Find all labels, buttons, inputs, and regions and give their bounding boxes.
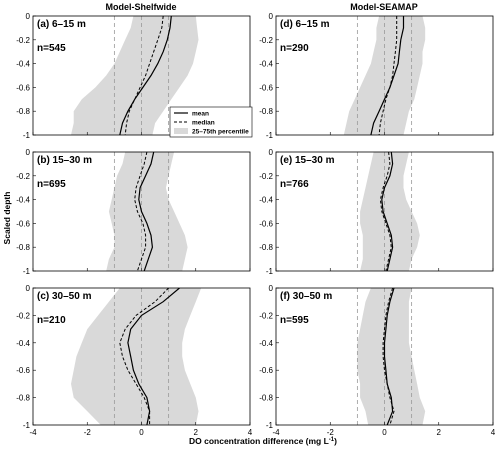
- panel-label: (e) 15–30 m: [280, 155, 335, 166]
- median-line: [378, 16, 398, 135]
- y-tick-label: -0.4: [16, 60, 30, 69]
- legend-band-label: 25–75th percentile: [192, 129, 249, 136]
- legend-mean-label: mean: [192, 111, 209, 118]
- y-tick-label: -0.4: [16, 339, 30, 348]
- sample-count: n=210: [37, 315, 66, 326]
- x-tick-label: -4: [272, 428, 280, 437]
- y-tick-label: -0.4: [16, 196, 30, 205]
- panel-5: -1 -0.8 -0.6 -0.4 -0.2 0 -4 -2 0 2 4 (f) 30–50 m n=5…: [259, 284, 496, 437]
- y-tick-label: -0.4: [259, 60, 273, 69]
- x-tick-label: -2: [84, 428, 92, 437]
- y-tick-label: -0.6: [16, 219, 30, 228]
- y-tick-label: -1: [266, 131, 274, 140]
- percentile-band: [106, 152, 188, 271]
- panel-4: -1 -0.8 -0.6 -0.4 -0.2 0 (e) 15–30 m n=766: [259, 148, 494, 276]
- panel-plot-area: [343, 16, 426, 135]
- x-tick-label: 4: [491, 428, 496, 437]
- y-tick-label: -0.8: [259, 107, 273, 116]
- panel-plot-area: [356, 152, 420, 271]
- y-tick-label: -0.2: [259, 36, 273, 45]
- y-tick-label: -0.4: [259, 196, 273, 205]
- percentile-band: [71, 16, 199, 135]
- median-line: [119, 288, 169, 425]
- y-tick-label: -0.2: [259, 311, 273, 320]
- panel-3: -1 -0.8 -0.6 -0.4 -0.2 0 (d) 6–15 m n=290: [259, 12, 494, 140]
- y-tick-label: -0.2: [16, 36, 30, 45]
- y-tick-label: 0: [26, 284, 31, 293]
- x-tick-label: 2: [437, 428, 442, 437]
- legend: mean median 25–75th percentile: [169, 106, 253, 138]
- mean-line: [381, 152, 394, 271]
- y-tick-label: -0.8: [16, 394, 30, 403]
- y-tick-label: -0.6: [16, 83, 30, 92]
- x-tick-label: 2: [194, 428, 199, 437]
- y-tick-label: -0.2: [259, 172, 273, 181]
- median-line: [379, 152, 392, 271]
- panel-label: (f) 30–50 m: [280, 291, 332, 302]
- y-tick-label: 0: [269, 148, 274, 157]
- percentile-band: [71, 288, 202, 425]
- panel-0: -1 -0.8 -0.6 -0.4 -0.2 0 (a) 6–15 m n=545: [16, 12, 251, 140]
- panel-2: -1 -0.8 -0.6 -0.4 -0.2 0 -4 -2 0 2 4 (c) 30–50 m n=2…: [16, 284, 253, 437]
- mean-line: [119, 16, 172, 135]
- column-title-shelfwide: Model-Shelfwide: [105, 2, 176, 12]
- legend-band-swatch: [174, 128, 188, 134]
- panel-label: (c) 30–50 m: [37, 291, 92, 302]
- x-tick-label: 0: [382, 428, 387, 437]
- y-tick-label: -0.2: [16, 172, 30, 181]
- panels-group: -1 -0.8 -0.6 -0.4 -0.2 0 (a) 6–15 m n=545 -1 -0.8…: [16, 12, 496, 437]
- panel-label: (b) 15–30 m: [37, 155, 92, 166]
- y-tick-label: -1: [266, 267, 274, 276]
- y-tick-label: -1: [23, 267, 31, 276]
- median-line: [124, 16, 164, 135]
- panel-plot-area: [356, 288, 426, 425]
- y-axis-title: Scaled depth: [2, 192, 12, 245]
- y-tick-label: 0: [269, 12, 274, 21]
- y-tick-label: -0.6: [259, 83, 273, 92]
- median-line: [134, 152, 148, 271]
- y-tick-label: -1: [23, 421, 31, 430]
- y-tick-label: -0.6: [259, 219, 273, 228]
- percentile-band: [360, 152, 420, 271]
- x-tick-label: 4: [248, 428, 253, 437]
- mean-line: [138, 152, 155, 271]
- sample-count: n=545: [37, 43, 66, 54]
- y-tick-label: -0.8: [259, 394, 273, 403]
- panel-plot-area: [106, 152, 188, 271]
- legend-median-label: median: [192, 120, 215, 127]
- mean-line: [383, 288, 395, 425]
- sample-count: n=766: [280, 179, 309, 190]
- x-axis-title: DO concentration difference (mg L-1): [189, 436, 337, 446]
- mean-line: [370, 16, 405, 135]
- x-tick-label: 0: [139, 428, 144, 437]
- y-tick-label: -0.4: [259, 339, 273, 348]
- y-tick-label: -0.8: [259, 243, 273, 252]
- y-tick-label: -0.6: [16, 366, 30, 375]
- y-tick-label: -0.6: [259, 366, 273, 375]
- y-tick-label: -0.8: [16, 243, 30, 252]
- y-tick-label: 0: [26, 148, 31, 157]
- panel-plot-area: [71, 16, 199, 135]
- x-tick-label: -4: [29, 428, 37, 437]
- y-tick-label: 0: [269, 284, 274, 293]
- panel-1: -1 -0.8 -0.6 -0.4 -0.2 0 (b) 15–30 m n=695: [16, 148, 251, 276]
- sample-count: n=290: [280, 43, 309, 54]
- panel-plot-area: [71, 288, 202, 425]
- y-tick-label: -1: [23, 131, 31, 140]
- sample-count: n=595: [280, 315, 309, 326]
- x-tick-label: -2: [327, 428, 335, 437]
- percentile-band: [357, 288, 426, 425]
- y-tick-label: 0: [26, 12, 31, 21]
- panel-label: (a) 6–15 m: [37, 19, 86, 30]
- panel-label: (d) 6–15 m: [280, 19, 330, 30]
- y-tick-label: -0.2: [16, 311, 30, 320]
- mean-line: [127, 288, 180, 425]
- y-tick-label: -1: [266, 421, 274, 430]
- column-title-seamap: Model-SEAMAP: [350, 2, 418, 12]
- y-tick-label: -0.8: [16, 107, 30, 116]
- sample-count: n=695: [37, 179, 66, 190]
